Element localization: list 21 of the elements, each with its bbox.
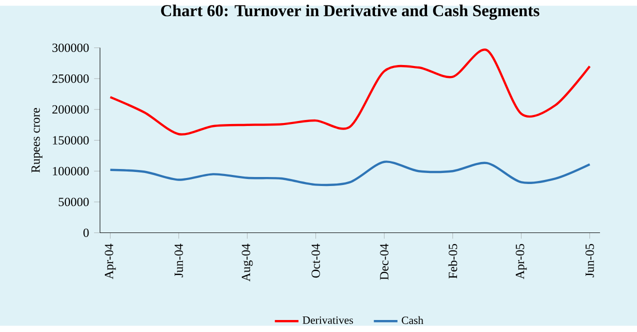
y-axis-title: Rupees crore <box>32 108 42 173</box>
legend-label: Cash <box>402 316 424 324</box>
x-tick-label: Jun-05 <box>586 244 594 278</box>
x-tick-label: Feb-05 <box>448 244 458 279</box>
x-tick-label: Apr-05 <box>516 244 527 280</box>
y-tick-label: 200000 <box>52 105 89 114</box>
x-tick-label: Oct-04 <box>312 244 320 278</box>
x-tick-label: Dec-04 <box>380 244 388 280</box>
legend-label: Derivatives <box>302 316 353 324</box>
y-tick-label: 250000 <box>52 74 89 84</box>
line-series <box>109 160 591 186</box>
y-tick-label: 50000 <box>58 198 89 206</box>
x-tick-label: Aug-04 <box>242 244 253 282</box>
y-tick-label: 300000 <box>52 44 89 52</box>
y-tick-label: 150000 <box>52 136 89 145</box>
y-tick-label: 0 <box>83 228 89 238</box>
x-tick-label: Jun-04 <box>174 244 183 278</box>
x-tick-label: Apr-04 <box>104 244 116 280</box>
chart-title: Chart 60: Turnover in Derivative and Cash Segments <box>161 4 540 20</box>
y-tick-label: 100000 <box>52 167 89 176</box>
line-series <box>109 49 591 136</box>
